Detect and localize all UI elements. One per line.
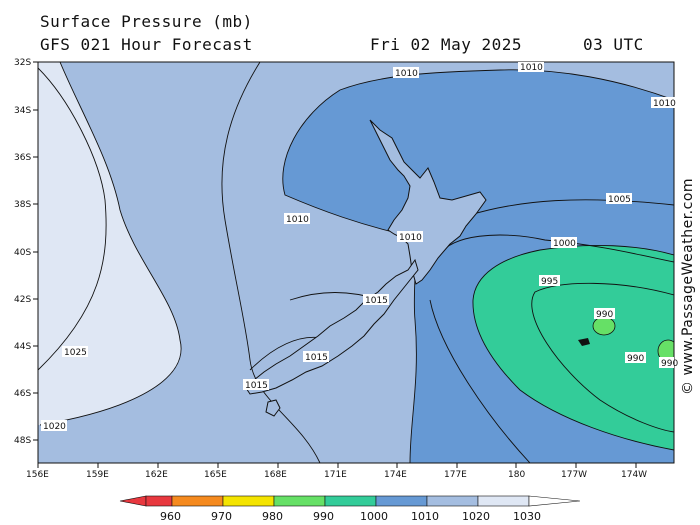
lon-tick-label: 159E	[86, 470, 109, 480]
lon-tick-label: 156E	[26, 470, 49, 480]
isobar-label: 1000	[553, 239, 576, 249]
lon-tick-label: 165E	[204, 470, 227, 480]
isobar-label: 1010	[653, 99, 676, 109]
forecast-subtitle: GFS 021 Hour Forecast	[40, 35, 253, 54]
forecast-time: 03 UTC	[583, 35, 644, 54]
isobar-label: 1020	[43, 422, 66, 432]
lat-tick-label: 34S	[14, 106, 31, 116]
lat-tick-label: 36S	[14, 153, 31, 163]
isobar-label: 990	[627, 354, 644, 364]
legend-swatch	[119, 495, 147, 507]
lat-tick-label: 44S	[14, 342, 31, 352]
legend-label: 980	[262, 510, 283, 523]
legend-swatch	[426, 495, 479, 507]
lon-tick-label: 168E	[264, 470, 287, 480]
forecast-date: Fri 02 May 2025	[370, 35, 522, 54]
lon-tick-label: 177W	[561, 470, 587, 480]
legend-label: 1030	[513, 510, 541, 523]
legend-label: 960	[160, 510, 181, 523]
isobar-label: 1025	[64, 348, 87, 358]
stewart-island	[265, 399, 281, 417]
pressure-legend: 960 970 980 990 1000 1010 1020 1030	[119, 495, 581, 523]
lon-tick-label: 180	[508, 470, 525, 480]
isobar-label: 1010	[399, 233, 422, 243]
lat-tick-label: 38S	[14, 200, 31, 210]
pressure-995-region	[472, 245, 674, 450]
chatham-islands	[578, 338, 590, 346]
legend-swatch	[145, 495, 173, 507]
legend-label: 970	[211, 510, 232, 523]
map-title: Surface Pressure (mb)	[40, 12, 253, 31]
legend-swatch	[171, 495, 224, 507]
lat-tick-label: 48S	[14, 436, 31, 446]
latitude-axis: 32S 34S 36S 38S 40S 42S 44S 46S 48S	[14, 58, 38, 446]
isobar-label: 1015	[365, 296, 388, 306]
legend-swatch	[375, 495, 428, 507]
isobar-label: 990	[661, 359, 678, 369]
lon-tick-label: 171E	[324, 470, 347, 480]
lon-tick-label: 174E	[384, 470, 407, 480]
legend-swatch	[324, 495, 377, 507]
isobar-label: 1010	[520, 63, 543, 73]
lat-tick-label: 46S	[14, 389, 31, 399]
isobar-labels: 1010 1010 1010 1010 1010 1005 1000 995 9…	[41, 62, 678, 432]
lat-tick-label: 40S	[14, 248, 31, 258]
lon-tick-label: 177E	[444, 470, 467, 480]
isobar-label: 990	[596, 310, 613, 320]
legend-swatch	[273, 495, 326, 507]
pressure-1020-region	[38, 62, 182, 425]
isobar-label: 1015	[305, 353, 328, 363]
lon-tick-label: 162E	[145, 470, 168, 480]
longitude-axis: 156E 159E 162E 165E 168E 171E 174E 177E …	[26, 463, 647, 480]
legend-swatch	[528, 495, 581, 507]
isobar-label: 1010	[286, 215, 309, 225]
lat-tick-label: 42S	[14, 295, 31, 305]
isobar-label: 1005	[608, 195, 631, 205]
lat-tick-label: 32S	[14, 58, 31, 68]
site-credit: © www.PassageWeather.com	[680, 177, 696, 395]
isobar-label: 995	[541, 277, 558, 287]
legend-label: 1000	[360, 510, 388, 523]
map-frame	[37, 61, 675, 464]
legend-label: 990	[313, 510, 334, 523]
legend-label: 1020	[462, 510, 490, 523]
legend-swatch	[222, 495, 275, 507]
lon-tick-label: 174W	[621, 470, 647, 480]
legend-swatch	[477, 495, 530, 507]
isobar-label: 1015	[245, 381, 268, 391]
legend-label: 1010	[411, 510, 439, 523]
north-island	[369, 119, 487, 285]
isobar-label: 1010	[395, 69, 418, 79]
